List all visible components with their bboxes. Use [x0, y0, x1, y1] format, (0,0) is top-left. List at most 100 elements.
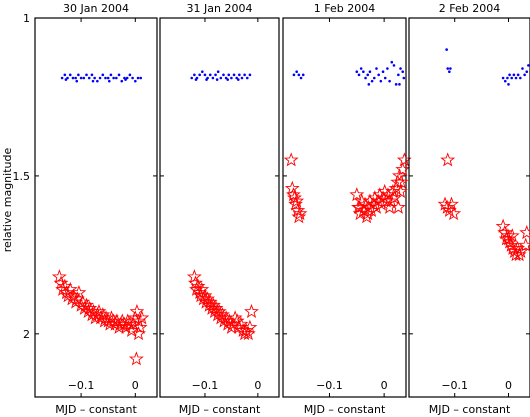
data-point-dot	[214, 73, 217, 77]
data-point-dot	[104, 76, 107, 80]
data-point-dot	[375, 67, 378, 70]
data-point-dot	[219, 76, 223, 80]
data-point-dot	[506, 76, 509, 80]
panel-30-jan-2004: 30 Jan 2004 −0.1 0 1 1.5 2 MJD – constant	[13, 2, 158, 416]
data-point-dot	[205, 78, 208, 81]
data-point-star	[242, 319, 258, 334]
data-point-dot	[124, 78, 127, 81]
data-point-star	[390, 199, 406, 214]
panel-31-jan-2004: 31 Jan 2004 −0.1 0 MJD – constant	[159, 2, 280, 416]
data-point-dot	[512, 73, 516, 77]
data-point-dot	[245, 76, 249, 80]
data-point-star	[519, 224, 530, 240]
data-point-dot	[519, 76, 522, 80]
data-point-star	[495, 218, 511, 233]
data-point-star	[201, 297, 217, 312]
data-point-star	[505, 240, 521, 255]
data-point-dot	[370, 79, 374, 83]
data-point-star	[393, 174, 409, 189]
data-point-star	[395, 161, 411, 176]
data-point-dot	[230, 76, 233, 80]
data-point-dot	[227, 73, 231, 77]
data-point-star	[59, 284, 74, 300]
data-point-star	[292, 206, 308, 221]
data-point-dot	[193, 73, 196, 77]
data-point-dot	[397, 73, 400, 77]
data-point-dot	[101, 73, 105, 77]
data-point-star	[202, 294, 218, 309]
data-point-star	[51, 269, 67, 284]
data-point-dot	[508, 73, 511, 77]
data-point-dot	[292, 73, 296, 77]
x-axis-label: MJD – constant	[55, 403, 137, 416]
data-point-star	[200, 291, 216, 306]
data-point-dot	[107, 79, 111, 83]
data-point-star	[131, 313, 146, 328]
comparison-series	[60, 73, 143, 83]
data-point-dot	[392, 64, 396, 67]
data-point-star	[283, 152, 299, 167]
data-point-dot	[90, 73, 94, 77]
data-point-dot	[222, 73, 225, 77]
data-point-star	[289, 193, 305, 208]
data-point-dot	[216, 70, 220, 73]
data-point-star	[79, 297, 94, 312]
data-point-star	[208, 300, 224, 315]
data-point-dot	[208, 73, 212, 77]
data-point-dot	[368, 70, 372, 73]
data-point-dot	[355, 70, 359, 73]
data-point-dot	[64, 78, 68, 81]
data-point-star	[359, 209, 375, 224]
data-point-dot	[96, 79, 99, 83]
data-point-dot	[525, 70, 529, 73]
data-point-dot	[381, 70, 385, 73]
plot-frame	[34, 17, 158, 398]
target-series	[283, 152, 412, 224]
data-point-dot	[516, 73, 520, 77]
data-point-dot	[201, 70, 204, 73]
data-point-star	[440, 152, 456, 167]
data-point-star	[291, 209, 307, 224]
data-point-dot	[240, 76, 244, 80]
data-point-dot	[503, 79, 507, 83]
data-point-star	[349, 187, 365, 202]
data-point-dot	[510, 76, 514, 80]
data-point-star	[134, 310, 150, 325]
x-tick-label: 0	[254, 379, 261, 392]
data-point-dot	[93, 76, 96, 80]
data-point-star	[132, 319, 148, 334]
target-series	[186, 269, 259, 341]
data-point-dot	[446, 67, 450, 70]
data-point-dot	[507, 83, 510, 86]
panel-1-feb-2004: 1 Feb 2004 −0.1 0 MJD – constant	[282, 2, 412, 416]
data-point-star	[244, 303, 259, 319]
plot-frame	[282, 17, 407, 398]
data-point-dot	[399, 67, 402, 70]
data-point-star	[352, 199, 367, 214]
data-point-star	[444, 196, 459, 211]
data-point-dot	[87, 76, 91, 80]
data-point-dot	[248, 73, 252, 77]
data-point-dot	[523, 73, 526, 77]
data-point-star	[501, 231, 516, 246]
data-point-dot	[394, 83, 398, 86]
data-point-dot	[211, 76, 215, 80]
panel-title: 31 Jan 2004	[187, 2, 253, 15]
data-point-star	[71, 284, 87, 300]
data-point-dot	[372, 76, 376, 80]
plot-frame	[408, 17, 530, 398]
data-point-dot	[224, 76, 228, 80]
data-point-star	[288, 196, 304, 211]
data-point-dot	[401, 70, 405, 73]
data-point-star	[238, 322, 254, 337]
data-point-dot	[215, 78, 219, 81]
data-point-star	[128, 351, 144, 366]
data-point-dot	[236, 78, 240, 81]
comparison-series	[445, 48, 530, 86]
x-tick-label: −0.1	[68, 379, 95, 392]
data-point-dot	[521, 67, 524, 70]
data-point-dot	[63, 73, 67, 77]
data-point-star	[98, 310, 114, 325]
data-point-dot	[60, 76, 64, 80]
